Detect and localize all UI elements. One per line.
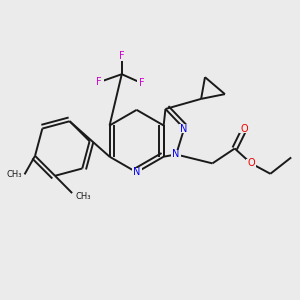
FancyBboxPatch shape [136,79,147,88]
Text: N: N [172,149,180,160]
FancyBboxPatch shape [246,159,256,168]
Text: N: N [133,167,140,177]
Text: CH₃: CH₃ [76,192,91,201]
Text: F: F [119,51,124,62]
FancyBboxPatch shape [239,124,250,133]
Text: N: N [181,124,188,134]
FancyBboxPatch shape [94,78,104,87]
Text: F: F [139,78,145,88]
Text: F: F [96,77,102,87]
FancyBboxPatch shape [117,52,127,61]
Text: O: O [241,124,248,134]
FancyBboxPatch shape [171,150,181,159]
Text: CH₃: CH₃ [7,170,22,179]
Text: O: O [247,158,255,168]
FancyBboxPatch shape [132,168,142,177]
FancyBboxPatch shape [179,124,189,133]
